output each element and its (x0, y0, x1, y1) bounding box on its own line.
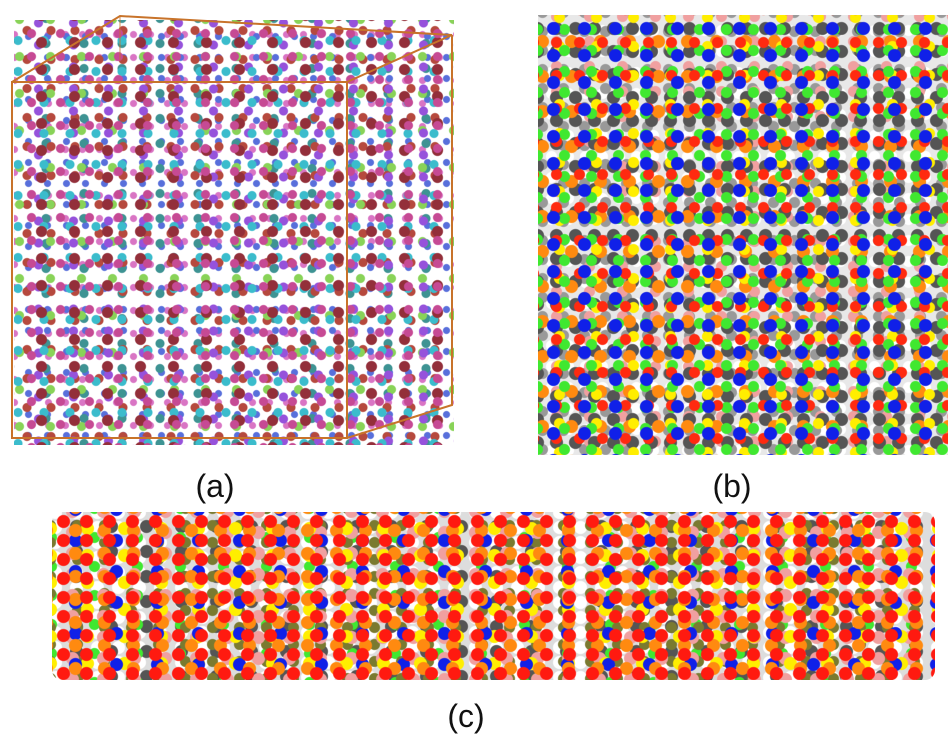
panel-label: (a) (195, 468, 234, 505)
box-outline (0, 0, 470, 470)
cross-section (538, 15, 948, 455)
panel-label: (b) (712, 468, 751, 505)
panel-label: (c) (447, 698, 484, 735)
figure: (a) (b) (c) (() => { const data = JSON.p… (0, 0, 948, 740)
fiber-side-view (52, 512, 935, 680)
